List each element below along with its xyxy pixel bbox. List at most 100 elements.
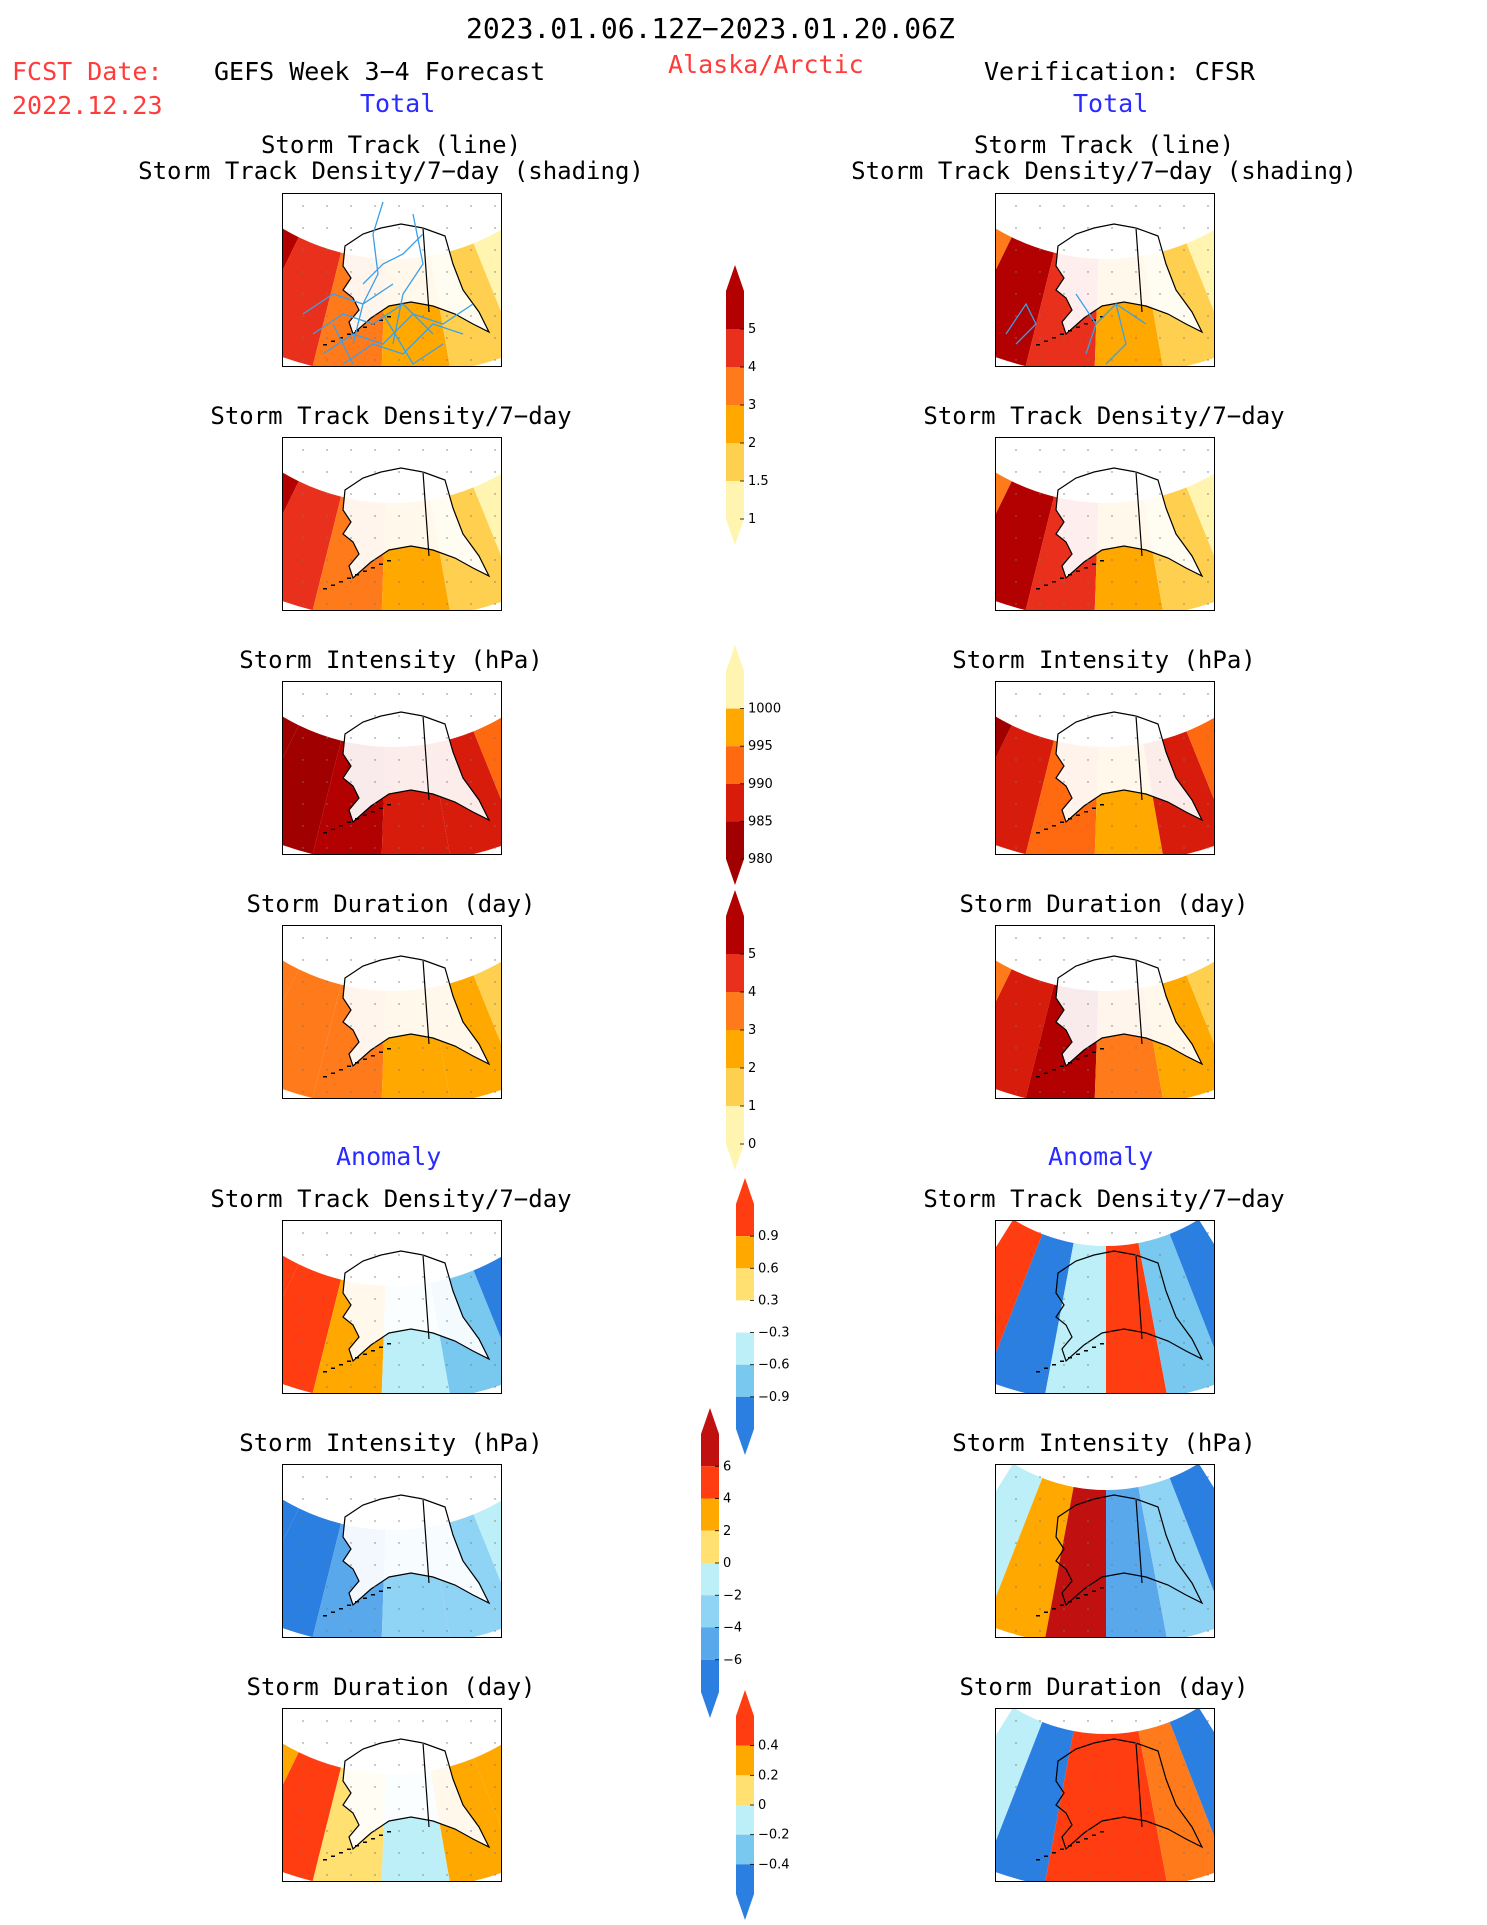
grid-dot [470,1830,472,1832]
grid-dot [1111,1830,1113,1832]
grid-dot [422,759,424,761]
grid-dot [494,1764,496,1766]
grid-dot [494,1874,496,1876]
grid-dot [1183,205,1185,207]
aleutian-island [387,560,391,562]
shading-band [1169,1465,1214,1592]
grid-dot [1039,759,1041,761]
grid-dot [1135,803,1137,805]
grid-dot [1015,1874,1017,1876]
grid-dot [1159,1586,1161,1588]
aleutian-island [379,319,383,321]
grid-dot [422,249,424,251]
grid-dot [1039,737,1041,739]
grid-dot [422,359,424,361]
grid-dot [1063,1476,1065,1478]
grid-dot [494,471,496,473]
grid-dot [1015,693,1017,695]
grid-dot [470,227,472,229]
map-svg [283,937,501,1098]
grid-dot [326,1232,328,1234]
grid-dot [350,1276,352,1278]
shading-band [996,228,1012,270]
aleutian-island [1044,1855,1048,1857]
grid-dot [446,1786,448,1788]
grid-dot [1159,937,1161,939]
grid-dot [1015,581,1017,583]
grid-dot [1183,1091,1185,1093]
grid-dot [302,1720,304,1722]
grid-dot [350,1342,352,1344]
grid-dot [1111,515,1113,517]
grid-dot [1111,293,1113,295]
grid-dot [374,693,376,695]
shading-band [283,1508,341,1637]
grid-dot [1087,715,1089,717]
grid-dot [470,1254,472,1256]
grid-dot [470,1742,472,1744]
grid-dot [1063,537,1065,539]
grid-dot [350,759,352,761]
grid-dot [374,981,376,983]
aleutian-island [379,1346,383,1348]
colorbar-tick-label: 5 [748,322,756,337]
grid-dot [1087,1254,1089,1256]
grid-dot [302,981,304,983]
aleutian-island [1060,333,1064,335]
grid-dot [326,1342,328,1344]
grid-dot [1015,1630,1017,1632]
grid-dot [1159,1630,1161,1632]
grid-dot [350,1520,352,1522]
grid-dot [1015,1320,1017,1322]
map-panel-row6-right [995,1464,1215,1638]
grid-dot [494,1003,496,1005]
grid-dot [494,315,496,317]
grid-dot [494,1069,496,1071]
grid-dot [398,559,400,561]
grid-dot [470,1542,472,1544]
row2-right-title: Storm Track Density/7−day [923,402,1285,430]
grid-dot [1063,337,1065,339]
grid-dot [398,1764,400,1766]
grid-dot [1207,959,1209,961]
grid-dot [1111,1298,1113,1300]
grid-dot [1159,1720,1161,1722]
grid-dot [326,581,328,583]
shading-band [283,969,341,1098]
grid-dot [1183,359,1185,361]
shading-band [283,960,299,1002]
grid-dot [1159,603,1161,605]
grid-dot [374,759,376,761]
grid-dot [1015,825,1017,827]
grid-dot [470,1852,472,1854]
shading-band [1186,717,1214,800]
grid-dot [374,1586,376,1588]
grid-dot [1039,1608,1041,1610]
grid-dot [1087,1364,1089,1366]
grid-dot [1135,249,1137,251]
colorbar-band [701,1595,719,1628]
grid-dot [1039,1720,1041,1722]
grid-dot [1063,205,1065,207]
grid-dot [1087,449,1089,451]
grid-dot [350,227,352,229]
colorbar-band [726,821,744,859]
grid-dot [1039,1586,1041,1588]
grid-dot [446,1276,448,1278]
aleutian-island [1060,1604,1064,1606]
grid-dot [1039,715,1041,717]
grid-dot [446,227,448,229]
grid-dot [1135,205,1137,207]
colorbar-band [726,992,744,1030]
map-svg [996,1709,1214,1881]
grid-dot [1087,1630,1089,1632]
grid-dot [350,737,352,739]
grid-dot [1015,515,1017,517]
grid-dot [1207,1586,1209,1588]
grid-dot [1207,1232,1209,1234]
grid-dot [302,937,304,939]
fcst-date-value: 2022.12.23 [12,91,163,120]
grid-dot [1159,1742,1161,1744]
aleutian-island [1052,581,1056,583]
grid-dot [1087,227,1089,229]
